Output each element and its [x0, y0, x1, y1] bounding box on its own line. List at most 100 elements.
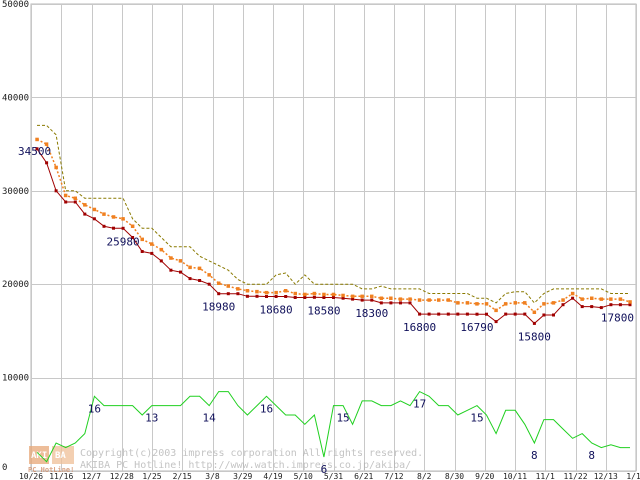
data-point-min-price — [303, 296, 307, 299]
x-tick-label: 3/8 — [205, 472, 220, 480]
data-point-min-price — [523, 312, 527, 316]
x-tick-label: 3/29 — [233, 472, 252, 480]
y-axis-ticks: 50000 40000 30000 20000 10000 0 — [2, 0, 29, 473]
x-tick-label: 12/13 — [594, 472, 618, 480]
data-point-min-price — [446, 312, 450, 316]
data-point-average-price — [217, 281, 221, 285]
price-label: 16800 — [403, 321, 436, 334]
data-point-average-price — [398, 297, 403, 301]
data-point-average-price — [360, 294, 364, 299]
data-point-average-price — [523, 301, 527, 305]
data-point-min-price — [54, 189, 58, 193]
data-point-min-price — [179, 270, 182, 274]
y-tick-label: 10000 — [2, 374, 29, 384]
price-label: 34500 — [18, 145, 51, 158]
data-point-average-price — [628, 300, 632, 304]
data-point-average-price — [83, 203, 87, 207]
data-point-min-price — [140, 250, 144, 253]
data-point-min-price — [169, 268, 173, 272]
data-point-min-price — [35, 147, 39, 151]
x-axis-ticks: 10/26 11/16 12/7 12/28 1/25 2/15 3/8 3/29 4/19 5/… — [19, 472, 640, 480]
data-point-min-price — [590, 305, 594, 309]
x-tick-label: 10/26 — [19, 472, 43, 480]
data-point-average-price — [551, 301, 556, 305]
data-point-min-price — [131, 236, 135, 239]
data-point-average-price — [417, 298, 422, 302]
x-tick-label: 1/25 — [142, 472, 161, 480]
shop-count-label: 16 — [88, 402, 101, 415]
data-point-average-price — [618, 297, 623, 301]
data-point-min-price — [45, 161, 49, 165]
data-point-min-price — [532, 321, 536, 325]
shop-count-label: 13 — [145, 412, 158, 425]
data-point-min-price — [312, 295, 316, 299]
y-tick-label: 0 — [2, 463, 7, 473]
data-point-average-price — [475, 302, 479, 306]
shop-count-label: 15 — [336, 412, 349, 425]
data-point-min-price — [418, 312, 422, 316]
data-point-min-price — [561, 303, 565, 307]
data-point-min-price — [245, 294, 249, 298]
data-point-min-price — [351, 297, 355, 301]
y-tick-label: 50000 — [2, 0, 29, 10]
data-point-average-price — [226, 284, 230, 288]
data-point-min-price — [150, 251, 154, 255]
data-point-average-price — [446, 298, 450, 302]
data-point-average-price — [169, 256, 173, 260]
data-point-average-price — [274, 290, 278, 295]
shop-count-label: 15 — [470, 412, 483, 425]
price-label: 18300 — [355, 307, 388, 320]
data-point-average-price — [245, 289, 250, 293]
logo-left-text: AKI — [31, 451, 47, 461]
data-point-min-price — [255, 294, 259, 298]
y-tick-label: 30000 — [2, 187, 29, 197]
data-point-min-price — [73, 200, 77, 204]
data-point-average-price — [408, 297, 412, 301]
data-point-average-price — [437, 298, 441, 302]
data-point-average-price — [570, 291, 575, 296]
data-point-min-price — [513, 312, 517, 316]
data-point-average-price — [561, 298, 565, 302]
shop-count-label: 16 — [260, 402, 273, 415]
price-label: 18680 — [260, 304, 293, 317]
data-point-min-price — [322, 296, 326, 299]
data-point-average-price — [35, 137, 39, 142]
x-tick-label: 8/2 — [417, 472, 432, 480]
data-point-average-price — [92, 207, 97, 212]
series-line-average-price — [36, 138, 631, 314]
data-point-average-price — [197, 266, 202, 271]
data-point-average-price — [130, 224, 135, 228]
x-tick-label: 11/22 — [563, 472, 587, 480]
copyright-text: Copyright(c)2003 impress corporation All… — [80, 448, 423, 459]
data-point-min-price — [207, 282, 211, 286]
data-point-average-price — [331, 292, 336, 297]
x-tick-label: 11/16 — [49, 472, 73, 480]
data-point-average-price — [44, 142, 49, 146]
grid — [30, 3, 637, 472]
data-point-average-price — [283, 289, 288, 293]
x-tick-label: 7/12 — [384, 472, 403, 480]
data-point-average-price — [54, 165, 58, 170]
data-point-min-price — [226, 292, 230, 296]
data-point-average-price — [293, 291, 297, 296]
data-point-min-price — [427, 312, 431, 316]
x-tick-label: 9/20 — [475, 472, 494, 480]
data-point-min-price — [628, 303, 632, 307]
data-point-min-price — [408, 301, 412, 305]
price-label: 15800 — [518, 330, 551, 343]
data-point-min-price — [475, 312, 479, 316]
data-point-min-price — [236, 292, 240, 296]
data-point-min-price — [284, 295, 288, 298]
data-point-min-price — [121, 226, 125, 230]
data-point-average-price — [111, 215, 116, 219]
data-point-average-price — [379, 296, 384, 300]
shop-count-label: 14 — [203, 412, 217, 425]
x-tick-label: 6/21 — [354, 472, 373, 480]
data-point-average-price — [532, 310, 537, 314]
data-point-average-price — [312, 291, 317, 296]
data-point-average-price — [350, 294, 355, 299]
data-point-min-price — [274, 295, 278, 298]
data-point-min-price — [504, 312, 508, 316]
data-point-min-price — [599, 306, 603, 310]
